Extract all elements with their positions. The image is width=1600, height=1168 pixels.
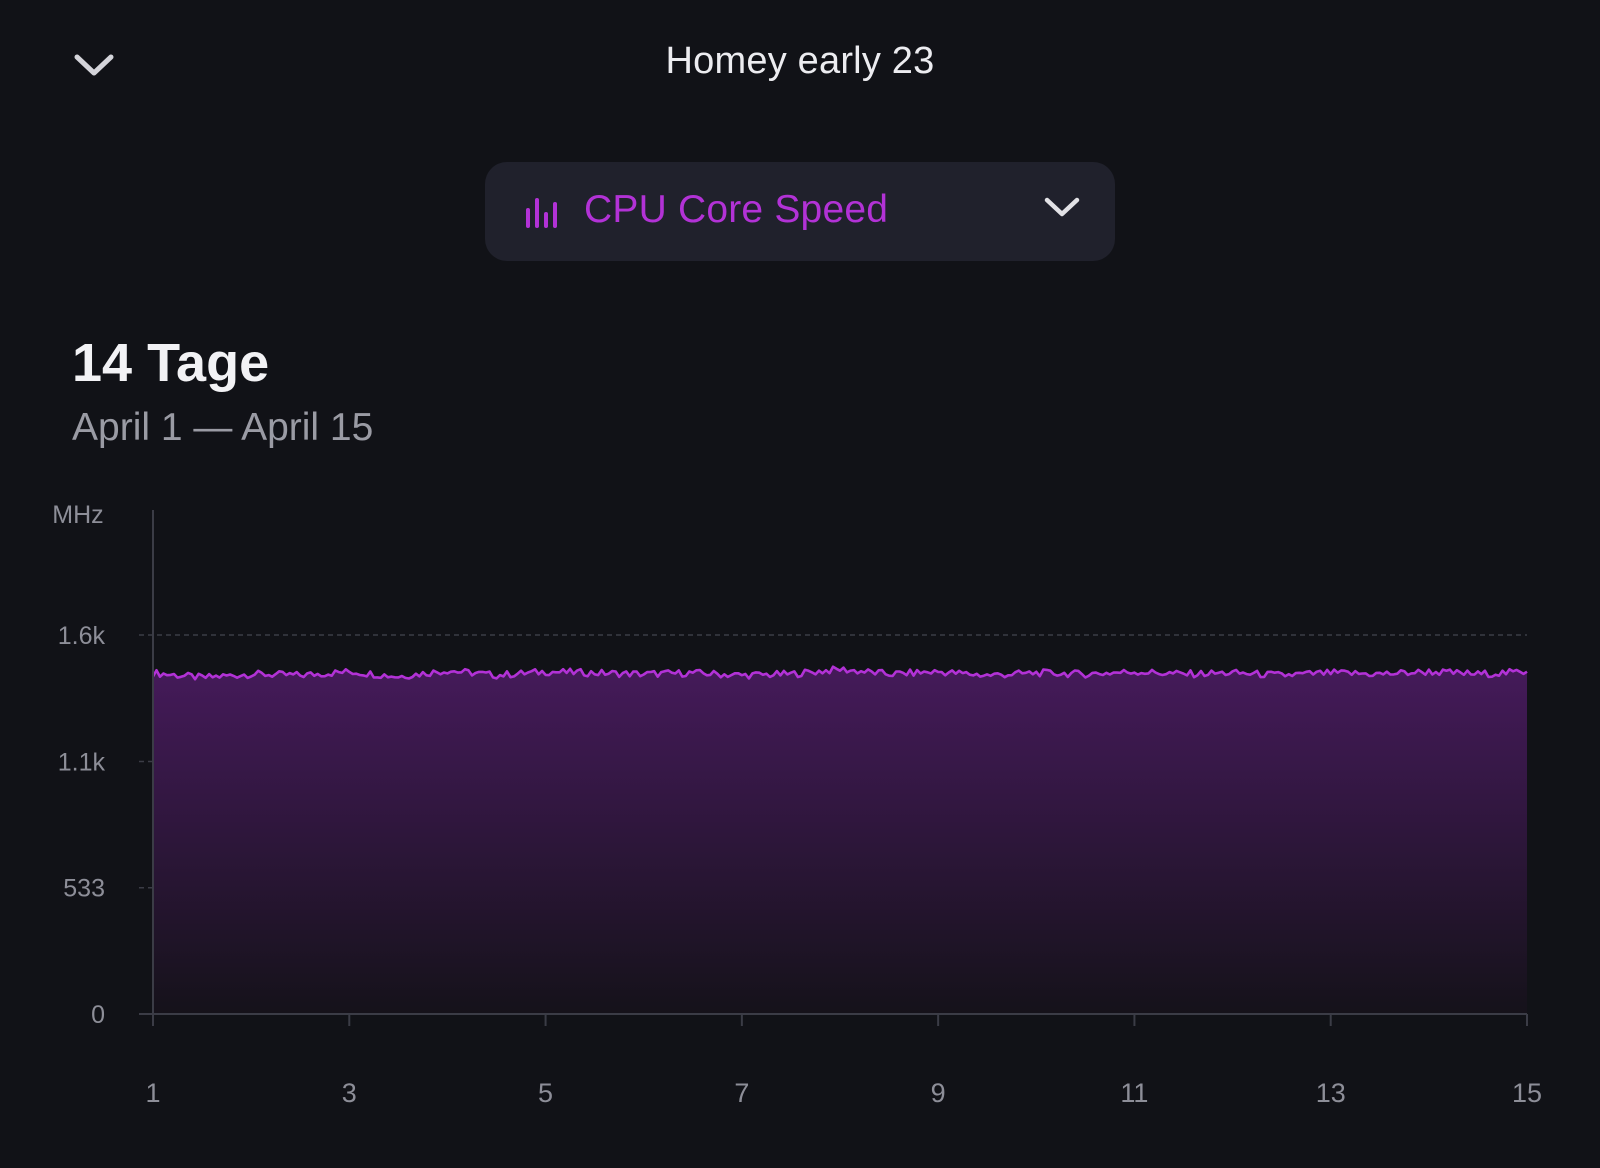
range-title: 14 Tage <box>72 333 270 393</box>
x-tick-label: 15 <box>1512 1078 1542 1108</box>
series-area <box>153 666 1527 1014</box>
collapse-button[interactable] <box>66 40 122 90</box>
y-axis-unit-label: MHz <box>52 501 103 529</box>
chevron-down-icon <box>1044 197 1080 217</box>
metric-select[interactable]: CPU Core Speed <box>485 162 1115 261</box>
x-tick-label: 7 <box>734 1078 749 1108</box>
x-tick-label: 1 <box>145 1078 160 1108</box>
y-tick-label: 0 <box>91 1001 105 1029</box>
bar-chart-icon <box>526 198 557 228</box>
chevron-down-icon <box>74 54 114 76</box>
x-tick-label: 11 <box>1120 1078 1148 1108</box>
x-tick-label: 5 <box>538 1078 553 1108</box>
range-dates: April 1 — April 15 <box>72 406 374 449</box>
page-title: Homey early 23 <box>665 40 935 82</box>
y-tick-label: 1.6k <box>58 622 106 650</box>
y-tick-label: 1.1k <box>58 748 106 776</box>
x-tick-label: 3 <box>342 1078 357 1108</box>
metric-label: CPU Core Speed <box>584 188 889 231</box>
y-tick-label: 533 <box>63 875 105 903</box>
x-tick-label: 9 <box>931 1078 946 1108</box>
x-tick-label: 13 <box>1316 1078 1346 1108</box>
series-line <box>151 665 1528 681</box>
